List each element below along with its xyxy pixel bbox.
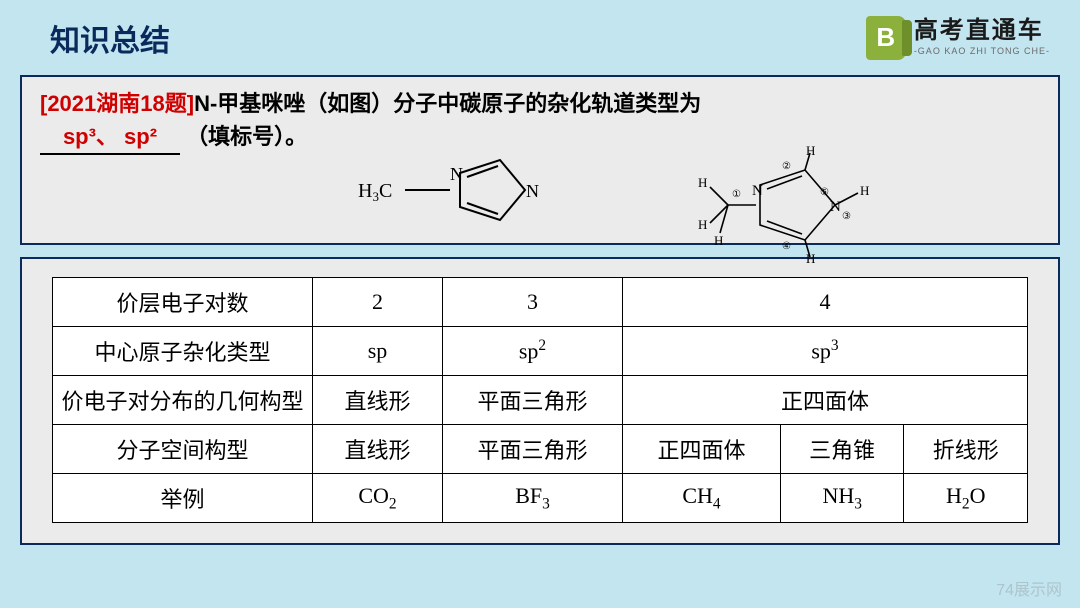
svg-text:H: H [698, 217, 707, 232]
row-head: 价层电子对数 [53, 278, 313, 327]
table-cell: 直线形 [313, 425, 443, 474]
table-cell: NH3 [780, 474, 904, 523]
question-panel: [2021湖南18题]N-甲基咪唑（如图）分子中碳原子的杂化轨道类型为 sp³、… [20, 75, 1060, 245]
question-stem: N-甲基咪唑（如图）分子中碳原子的杂化轨道类型为 [194, 91, 701, 116]
mol1-n1: N [450, 164, 463, 184]
table-panel: 价层电子对数234中心原子杂化类型spsp2sp3价电子对分布的几何构型直线形平… [20, 257, 1060, 545]
watermark: 74展示网 [996, 576, 1062, 600]
svg-text:H: H [806, 145, 815, 158]
row-head: 分子空间构型 [53, 425, 313, 474]
svg-text:N: N [830, 199, 841, 215]
table-cell: H2O [904, 474, 1028, 523]
table-cell: CO2 [313, 474, 443, 523]
table-row: 价电子对分布的几何构型直线形平面三角形正四面体 [53, 376, 1028, 425]
table-cell: sp [313, 327, 443, 376]
svg-text:H: H [714, 233, 723, 248]
table-cell: 平面三角形 [443, 425, 623, 474]
page-title: 知识总结 [50, 16, 170, 60]
table-cell: 直线形 [313, 376, 443, 425]
table-cell: 正四面体 [623, 425, 781, 474]
table-cell: 3 [443, 278, 623, 327]
svg-text:①: ① [732, 189, 741, 200]
table-row: 分子空间构型直线形平面三角形正四面体三角锥折线形 [53, 425, 1028, 474]
brand-logo: B 高考直通车 -GAO KAO ZHI TONG CHE- [866, 16, 1050, 60]
question-hint: （填标号）。 [186, 124, 307, 149]
table-row: 举例CO2BF3CH4NH3H2O [53, 474, 1028, 523]
row-head: 举例 [53, 474, 313, 523]
table-cell: 三角锥 [780, 425, 904, 474]
svg-text:③: ③ [842, 211, 851, 222]
answer-blank: sp³、 sp² [40, 120, 180, 155]
brand-sub: -GAO KAO ZHI TONG CHE- [914, 47, 1050, 56]
row-head: 价电子对分布的几何构型 [53, 376, 313, 425]
mol1-n2: N [526, 181, 539, 201]
table-cell: sp2 [443, 327, 623, 376]
svg-text:②: ② [782, 161, 791, 172]
table-cell: BF3 [443, 474, 623, 523]
table-row: 中心原子杂化类型spsp2sp3 [53, 327, 1028, 376]
brand-icon: B [866, 16, 906, 60]
svg-text:N: N [752, 183, 763, 199]
svg-text:H: H [806, 251, 815, 265]
table-cell: 平面三角形 [443, 376, 623, 425]
svg-text:⑤: ⑤ [820, 187, 829, 198]
table-cell: sp3 [623, 327, 1028, 376]
molecule-1: H3C N N [350, 145, 550, 235]
table-cell: 4 [623, 278, 1028, 327]
table-cell: CH4 [623, 474, 781, 523]
table-cell: 2 [313, 278, 443, 327]
svg-text:H: H [698, 175, 707, 190]
svg-text:④: ④ [782, 241, 791, 252]
hybridization-table: 价层电子对数234中心原子杂化类型spsp2sp3价电子对分布的几何构型直线形平… [52, 277, 1028, 523]
svg-text:H: H [860, 183, 869, 198]
table-cell: 正四面体 [623, 376, 1028, 425]
molecule-diagrams: H3C N N N N H H H H H H [350, 145, 1040, 265]
molecule-2: N N H H H H H H ① ② ③ ④ ⑤ [670, 145, 880, 265]
table-row: 价层电子对数234 [53, 278, 1028, 327]
brand-main: 高考直通车 [914, 19, 1050, 43]
table-cell: 折线形 [904, 425, 1028, 474]
mol1-ch3: H3C [358, 180, 392, 204]
row-head: 中心原子杂化类型 [53, 327, 313, 376]
question-source: [2021湖南18题] [40, 91, 194, 116]
